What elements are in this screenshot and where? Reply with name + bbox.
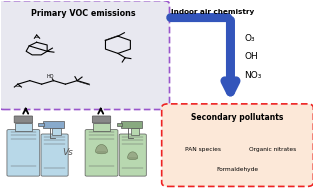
Polygon shape (127, 152, 138, 160)
Bar (38, 122, 44, 126)
Text: OH: OH (245, 53, 258, 61)
Text: Organic nitrates: Organic nitrates (249, 147, 296, 152)
Text: Primary VOC emissions: Primary VOC emissions (31, 9, 136, 18)
Bar (43, 121, 64, 128)
FancyBboxPatch shape (14, 116, 33, 123)
FancyBboxPatch shape (119, 134, 146, 176)
Bar (121, 121, 142, 128)
Text: PAN species: PAN species (185, 147, 221, 152)
Text: HO: HO (46, 74, 54, 79)
Text: Indoor air chemistry: Indoor air chemistry (171, 9, 254, 15)
Polygon shape (95, 145, 107, 154)
Text: Vs: Vs (62, 148, 73, 157)
FancyBboxPatch shape (162, 104, 313, 186)
Text: NO₃: NO₃ (245, 71, 262, 80)
Bar (52, 128, 61, 135)
Text: O₃: O₃ (245, 34, 255, 43)
FancyBboxPatch shape (0, 1, 170, 109)
Bar (93, 122, 110, 131)
FancyBboxPatch shape (92, 116, 111, 123)
Bar (131, 128, 139, 135)
Text: Formaldehyde: Formaldehyde (216, 167, 258, 172)
Text: Secondary pollutants: Secondary pollutants (191, 113, 284, 122)
Bar (116, 122, 122, 126)
FancyBboxPatch shape (7, 130, 40, 176)
FancyBboxPatch shape (41, 134, 68, 176)
Bar (15, 122, 31, 131)
FancyBboxPatch shape (85, 130, 118, 176)
